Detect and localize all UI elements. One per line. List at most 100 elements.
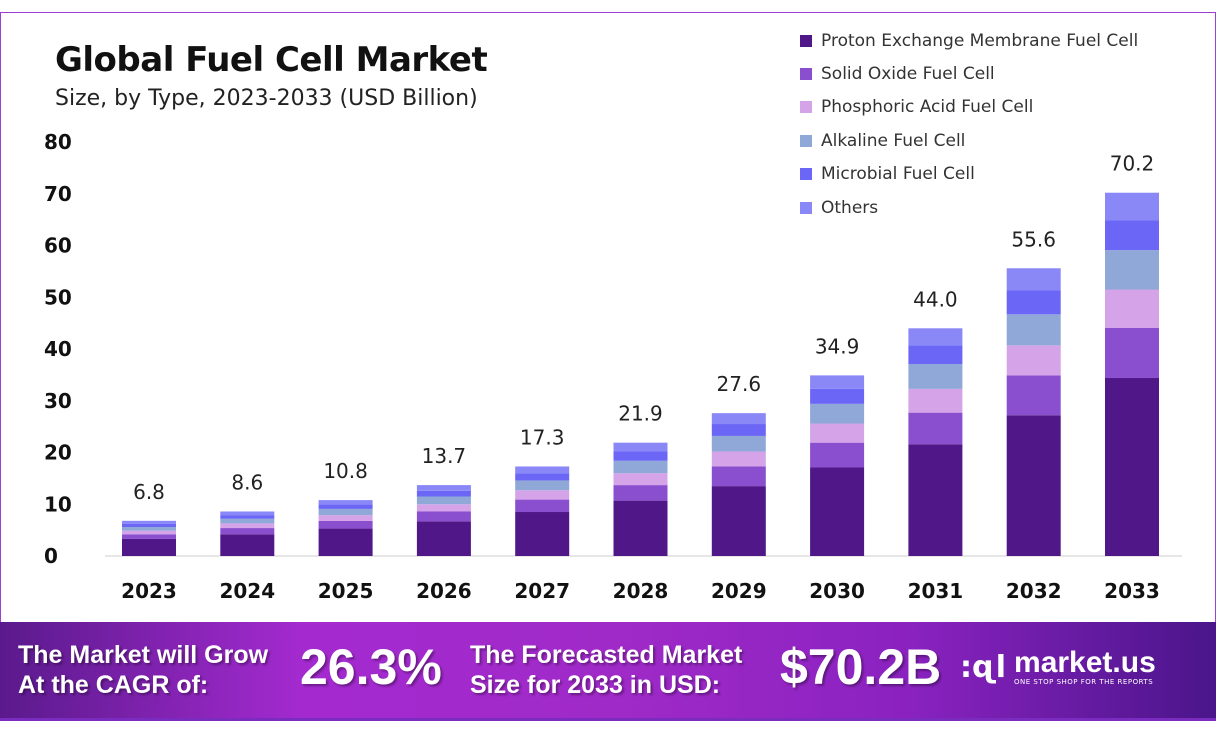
total-label: 34.9 xyxy=(815,334,860,358)
y-tick-label: 60 xyxy=(44,234,72,258)
bar-segment-solid-oxide-fuel-cell xyxy=(613,485,668,501)
legend-swatch xyxy=(800,134,812,147)
bar-segment-alkaline-fuel-cell xyxy=(1006,314,1061,346)
x-tick-label: 2031 xyxy=(908,579,964,603)
bar-segment-others xyxy=(122,520,176,524)
total-label: 44.0 xyxy=(913,287,958,311)
bar-segment-proton-exchange-membrane-fuel-cell xyxy=(908,444,963,556)
y-tick-label: 10 xyxy=(44,492,72,516)
logo-icon: :ɋl xyxy=(960,649,1007,685)
forecast-label: The Forecasted Market Size for 2033 in U… xyxy=(470,641,743,699)
bar-segment-others xyxy=(1105,192,1159,221)
legend-label: Proton Exchange Membrane Fuel Cell xyxy=(821,30,1139,51)
stacked-bar-chart: 010203040506070806.820238.6202410.820251… xyxy=(44,130,1182,603)
bar-segment-solid-oxide-fuel-cell xyxy=(416,511,471,522)
legend-swatch xyxy=(800,168,812,181)
y-tick-label: 80 xyxy=(44,130,72,154)
bar-segment-phosphoric-acid-fuel-cell xyxy=(1006,345,1061,376)
bar-segment-proton-exchange-membrane-fuel-cell xyxy=(220,534,275,556)
bar-segment-microbial-fuel-cell xyxy=(1105,220,1159,251)
x-tick-label: 2027 xyxy=(514,579,570,603)
bar-segment-alkaline-fuel-cell xyxy=(908,364,963,389)
cagr-label: The Market will Grow At the CAGR of: xyxy=(18,641,269,699)
brand-name: market.us xyxy=(1014,646,1156,679)
bar-segment-solid-oxide-fuel-cell xyxy=(220,528,275,535)
bar-segment-solid-oxide-fuel-cell xyxy=(711,466,766,487)
brand-tagline: ONE STOP SHOP FOR THE REPORTS xyxy=(1014,678,1154,686)
legend-label: Solid Oxide Fuel Cell xyxy=(821,64,995,85)
bar-segment-others xyxy=(1006,268,1061,291)
bar-segment-proton-exchange-membrane-fuel-cell xyxy=(613,500,668,556)
total-label: 6.8 xyxy=(133,480,165,504)
bar-segment-alkaline-fuel-cell xyxy=(318,508,373,516)
x-tick-label: 2033 xyxy=(1104,579,1160,603)
y-tick-label: 50 xyxy=(44,285,72,309)
legend-item: Microbial Fuel Cell xyxy=(800,158,1138,191)
bar-segment-phosphoric-acid-fuel-cell xyxy=(122,530,176,535)
bar-segment-microbial-fuel-cell xyxy=(1006,290,1061,315)
legend-label: Phosphoric Acid Fuel Cell xyxy=(821,97,1034,118)
bar-segment-solid-oxide-fuel-cell xyxy=(122,534,176,539)
bar-segment-others xyxy=(810,375,865,389)
bar-segment-proton-exchange-membrane-fuel-cell xyxy=(1105,377,1159,556)
bar-segment-proton-exchange-membrane-fuel-cell xyxy=(122,538,176,556)
x-tick-label: 2025 xyxy=(318,579,374,603)
bar-segment-solid-oxide-fuel-cell xyxy=(1006,375,1061,416)
bar-segment-phosphoric-acid-fuel-cell xyxy=(810,423,865,443)
legend-label: Microbial Fuel Cell xyxy=(821,164,975,185)
x-tick-label: 2032 xyxy=(1006,579,1062,603)
bar-segment-phosphoric-acid-fuel-cell xyxy=(908,388,963,413)
chart-subtitle: Size, by Type, 2023-2033 (USD Billion) xyxy=(55,86,478,111)
bar-segment-others xyxy=(908,328,963,346)
legend-swatch xyxy=(800,34,812,47)
total-label: 13.7 xyxy=(422,444,467,468)
y-tick-label: 40 xyxy=(44,337,72,361)
bar-segment-proton-exchange-membrane-fuel-cell xyxy=(318,528,373,556)
bar-segment-phosphoric-acid-fuel-cell xyxy=(515,490,570,500)
bar-segment-solid-oxide-fuel-cell xyxy=(515,499,570,513)
legend-item: Proton Exchange Membrane Fuel Cell xyxy=(800,24,1138,57)
bar-segment-alkaline-fuel-cell xyxy=(711,435,766,452)
legend-item: Phosphoric Acid Fuel Cell xyxy=(800,91,1138,124)
total-label: 8.6 xyxy=(231,470,263,494)
cagr-value: 26.3% xyxy=(300,639,442,695)
bar-segment-proton-exchange-membrane-fuel-cell xyxy=(515,512,570,556)
bar-segment-phosphoric-acid-fuel-cell xyxy=(613,473,668,486)
total-label: 17.3 xyxy=(520,425,565,449)
bar-segment-alkaline-fuel-cell xyxy=(122,527,176,531)
bar-segment-microbial-fuel-cell xyxy=(810,388,865,404)
bar-segment-phosphoric-acid-fuel-cell xyxy=(711,451,766,467)
total-label: 21.9 xyxy=(618,402,663,426)
y-tick-label: 0 xyxy=(44,544,58,568)
y-tick-label: 30 xyxy=(44,389,72,413)
bar-segment-phosphoric-acid-fuel-cell xyxy=(1105,289,1159,328)
bar-segment-solid-oxide-fuel-cell xyxy=(318,520,373,529)
legend: Proton Exchange Membrane Fuel Cell Solid … xyxy=(800,24,1138,224)
legend-swatch xyxy=(800,201,812,214)
x-tick-label: 2023 xyxy=(121,579,177,603)
legend-item: Solid Oxide Fuel Cell xyxy=(800,57,1138,90)
legend-swatch xyxy=(800,68,812,81)
total-label: 70.2 xyxy=(1110,152,1155,176)
bar-segment-microbial-fuel-cell xyxy=(416,490,471,497)
bar-segment-alkaline-fuel-cell xyxy=(515,480,570,491)
bar-segment-others xyxy=(711,413,766,425)
bar-segment-proton-exchange-membrane-fuel-cell xyxy=(810,467,865,556)
bar-segment-alkaline-fuel-cell xyxy=(220,518,275,524)
x-tick-label: 2029 xyxy=(711,579,767,603)
x-tick-label: 2024 xyxy=(219,579,275,603)
bar-segment-alkaline-fuel-cell xyxy=(1105,250,1159,290)
chart-title: Global Fuel Cell Market xyxy=(55,40,488,80)
bar-segment-proton-exchange-membrane-fuel-cell xyxy=(1006,415,1061,556)
bar-segment-microbial-fuel-cell xyxy=(122,523,176,528)
market-us-logo: :ɋl market.us ONE STOP SHOP FOR THE REPO… xyxy=(960,646,1156,687)
bar-segment-others xyxy=(220,511,275,516)
y-tick-label: 20 xyxy=(44,441,72,465)
legend-item: Alkaline Fuel Cell xyxy=(800,124,1138,157)
legend-swatch xyxy=(800,101,812,114)
y-tick-label: 70 xyxy=(44,182,72,206)
bar-segment-microbial-fuel-cell xyxy=(515,473,570,481)
bar-segment-others xyxy=(318,500,373,505)
legend-label: Others xyxy=(821,197,879,218)
bar-segment-solid-oxide-fuel-cell xyxy=(810,442,865,468)
